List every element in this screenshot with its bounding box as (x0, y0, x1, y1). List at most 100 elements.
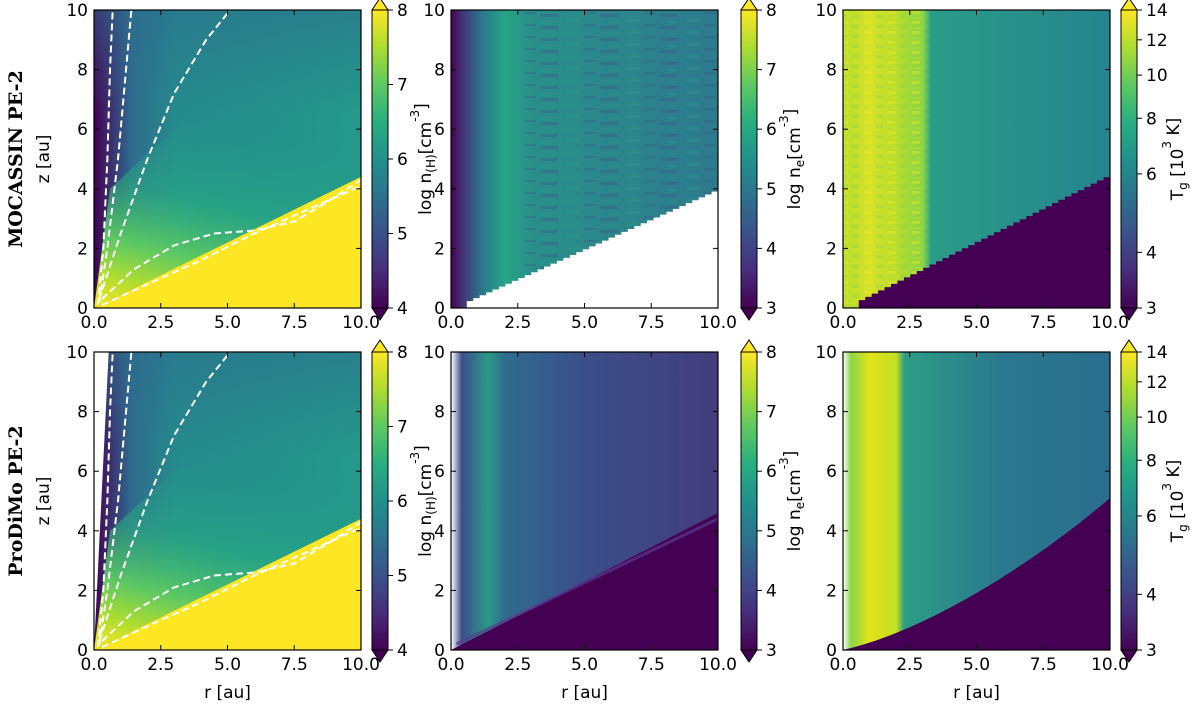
y-tick-label: 8 (77, 403, 88, 423)
colorbar-tick-label: 3 (1146, 641, 1157, 661)
x-tick-label: 5.0 (214, 655, 241, 675)
y-tick-label: 10 (815, 343, 837, 363)
colorbar-frame (1120, 9, 1138, 309)
colorbar-tick-label: 8 (397, 343, 408, 363)
nh-atmosphere-gradient (94, 426, 361, 650)
colorbar-extend-min (740, 307, 758, 321)
y-tick-label: 2 (434, 239, 445, 259)
x-tick-label: 5.0 (571, 313, 598, 333)
x-tick-label: 7.5 (638, 313, 665, 333)
tg-disk-region (852, 173, 1110, 308)
colorbar-label: Tg [103 K] (1160, 118, 1190, 202)
colorbar (741, 10, 757, 308)
x-tick-label: 0.0 (437, 313, 464, 333)
colorbar-extend-max (740, 0, 758, 11)
y-tick-label: 4 (77, 180, 88, 200)
x-tick-label: 2.5 (504, 655, 531, 675)
density-contour (98, 351, 231, 642)
colorbar-tick-label: 5 (766, 522, 777, 542)
x-tick-label: 2.5 (504, 313, 531, 333)
tg-disk-region (843, 498, 1110, 650)
x-tick-label: 2.5 (147, 655, 174, 675)
y-tick-label: 2 (77, 239, 88, 259)
x-tick-label: 7.5 (1030, 655, 1057, 675)
nh-disk-region (94, 176, 361, 308)
colorbar-extend-max (1120, 0, 1138, 11)
colorbar-tick-label: 10 (1146, 408, 1168, 428)
x-tick-label: 0.0 (437, 655, 464, 675)
x-tick-label: 2.5 (896, 313, 923, 333)
x-tick-label: 7.5 (281, 313, 308, 333)
tg-noise-texture (843, 10, 929, 308)
row-title: MOCASSIN PE-2 (5, 70, 27, 248)
x-tick-label: 0.0 (829, 655, 856, 675)
y-tick-label: 0 (434, 299, 445, 319)
colorbar (372, 352, 388, 650)
x-tick-label: 10.0 (699, 313, 737, 333)
colorbar-extend-max (371, 339, 389, 353)
y-tick-label: 2 (434, 581, 445, 601)
colorbar-extend-max (1120, 339, 1138, 353)
y-tick-label: 10 (66, 1, 88, 21)
x-tick-label: 10.0 (699, 655, 737, 675)
colorbar-tick-label: 3 (766, 641, 777, 661)
ne-empty-corner (699, 203, 718, 308)
colorbar-tick-label: 4 (1146, 585, 1157, 605)
nh-disk-region (94, 518, 361, 650)
y-tick-label: 2 (826, 239, 837, 259)
colorbar-tick-label: 7 (397, 76, 408, 96)
colorbar-tick-label: 4 (397, 299, 408, 319)
y-tick-label: 10 (423, 1, 445, 21)
colorbar-tick-label: 6 (766, 462, 777, 482)
y-tick-label: 4 (77, 522, 88, 542)
colorbar-tick-label: 8 (766, 1, 777, 21)
colorbar-frame (740, 9, 758, 309)
x-tick-label: 0.0 (829, 313, 856, 333)
x-tick-label: 2.5 (147, 313, 174, 333)
y-axis-label: z [au] (34, 477, 54, 526)
row-title: ProDiMo PE-2 (5, 425, 27, 576)
colorbar-frame (1120, 351, 1138, 651)
y-tick-label: 0 (77, 299, 88, 319)
colorbar-tick-label: 6 (1146, 165, 1157, 185)
colorbar-tick-label: 7 (397, 418, 408, 438)
x-tick-label: 10.0 (342, 313, 380, 333)
colorbar-extend-min (740, 649, 758, 663)
y-tick-label: 10 (66, 343, 88, 363)
y-tick-label: 4 (826, 522, 837, 542)
colorbar-tick-label: 7 (766, 61, 777, 81)
colorbar-tick-label: 4 (1146, 243, 1157, 263)
y-tick-label: 0 (434, 641, 445, 661)
colorbar-tick-label: 3 (766, 299, 777, 319)
density-contour (98, 9, 133, 303)
y-tick-label: 4 (826, 180, 837, 200)
colorbar-frame (740, 351, 758, 651)
colorbar (741, 352, 757, 650)
x-axis-label: r [au] (953, 683, 1000, 703)
y-tick-label: 10 (423, 343, 445, 363)
x-tick-label: 2.5 (896, 655, 923, 675)
colorbar-label: log ne[cm-3] (777, 451, 807, 552)
colorbar-tick-label: 12 (1146, 31, 1168, 51)
colorbar-tick-label: 4 (766, 239, 777, 259)
colorbar-tick-label: 6 (397, 150, 408, 170)
x-tick-label: 10.0 (342, 655, 380, 675)
y-tick-label: 8 (826, 403, 837, 423)
colorbar-tick-label: 5 (766, 180, 777, 200)
y-tick-label: 0 (826, 299, 837, 319)
colorbar-label: log n(H)[cm-3] (408, 445, 438, 557)
y-tick-label: 6 (434, 462, 445, 482)
colorbar-tick-label: 14 (1146, 343, 1168, 363)
colorbar-label: log n(H)[cm-3] (408, 103, 438, 215)
density-contour (101, 521, 362, 642)
x-axis-label: r [au] (561, 683, 608, 703)
colorbar (372, 10, 388, 308)
x-tick-label: 5.0 (963, 313, 990, 333)
y-tick-label: 6 (826, 120, 837, 140)
x-tick-label: 10.0 (1091, 655, 1129, 675)
x-axis-label: r [au] (204, 683, 251, 703)
colorbar-tick-label: 14 (1146, 1, 1168, 21)
colorbar-tick-label: 7 (766, 403, 777, 423)
colorbar (1121, 10, 1137, 308)
colorbar-tick-label: 6 (766, 120, 777, 140)
